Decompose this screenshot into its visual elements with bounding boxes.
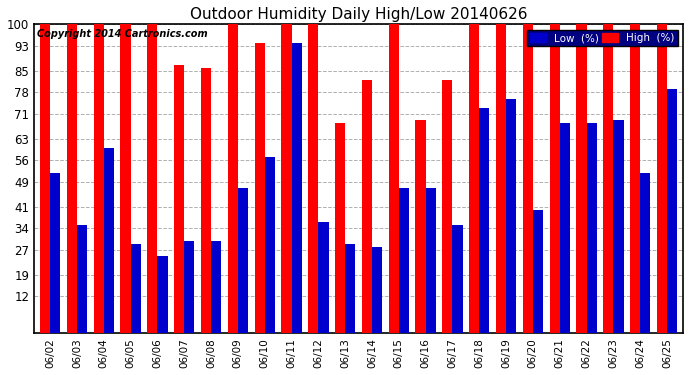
Bar [308, 24, 318, 333]
Bar [415, 120, 426, 333]
Bar [630, 24, 640, 333]
Bar [50, 173, 60, 333]
Bar [40, 24, 50, 333]
Bar [613, 120, 624, 333]
Bar [67, 24, 77, 333]
Bar [104, 148, 114, 333]
Bar [345, 244, 355, 333]
Bar [362, 80, 372, 333]
Bar [130, 244, 141, 333]
Bar [211, 241, 221, 333]
Bar [184, 241, 195, 333]
Bar [469, 24, 480, 333]
Bar [523, 24, 533, 333]
Bar [94, 24, 104, 333]
Bar [282, 24, 291, 333]
Bar [603, 24, 613, 333]
Bar [549, 24, 560, 333]
Bar [657, 24, 667, 333]
Bar [388, 24, 399, 333]
Bar [426, 188, 436, 333]
Bar [640, 173, 651, 333]
Bar [77, 225, 87, 333]
Bar [147, 24, 157, 333]
Bar [174, 64, 184, 333]
Bar [121, 24, 130, 333]
Legend: Low  (%), High  (%): Low (%), High (%) [527, 30, 678, 46]
Bar [533, 210, 543, 333]
Bar [255, 43, 265, 333]
Bar [228, 24, 238, 333]
Bar [496, 24, 506, 333]
Bar [560, 123, 570, 333]
Bar [265, 157, 275, 333]
Text: Copyright 2014 Cartronics.com: Copyright 2014 Cartronics.com [37, 29, 208, 39]
Bar [318, 222, 328, 333]
Bar [335, 123, 345, 333]
Bar [238, 188, 248, 333]
Bar [506, 99, 516, 333]
Bar [480, 108, 489, 333]
Title: Outdoor Humidity Daily High/Low 20140626: Outdoor Humidity Daily High/Low 20140626 [190, 7, 527, 22]
Bar [157, 256, 168, 333]
Bar [399, 188, 409, 333]
Bar [442, 80, 453, 333]
Bar [291, 43, 302, 333]
Bar [576, 24, 586, 333]
Bar [667, 89, 677, 333]
Bar [586, 123, 597, 333]
Bar [453, 225, 462, 333]
Bar [201, 68, 211, 333]
Bar [372, 247, 382, 333]
